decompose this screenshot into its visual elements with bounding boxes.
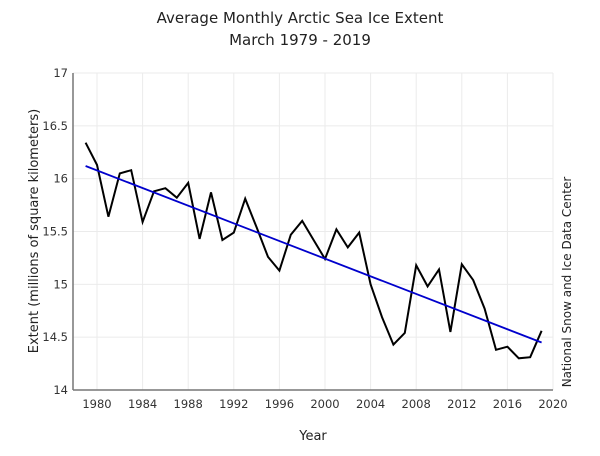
x-tick-label: 1988 [174,397,203,411]
x-tick-label: 1980 [82,397,111,411]
x-tick-label: 2004 [356,397,385,411]
y-tick-label: 17 [53,66,68,80]
axes [72,73,553,391]
y-tick-label: 15 [53,277,68,291]
x-tick-labels: 1980 1984 1988 1992 1996 2000 2004 2008 2012 2016… [82,397,567,411]
x-tick-label: 2008 [402,397,431,411]
grid-lines [73,72,554,390]
source-label: National Snow and Ice Data Center [560,177,574,388]
y-tick-label: 14 [53,383,68,397]
extent-line [84,142,543,360]
x-axis-label: Year [298,429,327,444]
x-tick-label: 2012 [447,397,476,411]
x-tick-label: 1996 [265,397,294,411]
y-tick-label: 16 [53,172,68,186]
series-group [84,142,543,360]
y-tick-label: 16.5 [42,119,68,133]
chart-title: Average Monthly Arctic Sea Ice Extent [156,9,444,27]
trend-line [85,165,542,344]
chart-subtitle: March 1979 - 2019 [229,31,371,49]
y-tick-label: 15.5 [42,225,68,239]
y-axis-label: Extent (millions of square kilometers) [27,109,42,354]
y-tick-label: 14.5 [42,330,68,344]
x-tick-label: 1992 [219,397,248,411]
x-tick-label: 2016 [493,397,522,411]
x-tick-label: 2020 [538,397,567,411]
y-tick-labels: 14 14.5 15 15.5 16 16.5 17 [42,66,68,397]
x-tick-label: 1984 [128,397,157,411]
x-tick-label: 2000 [310,397,339,411]
